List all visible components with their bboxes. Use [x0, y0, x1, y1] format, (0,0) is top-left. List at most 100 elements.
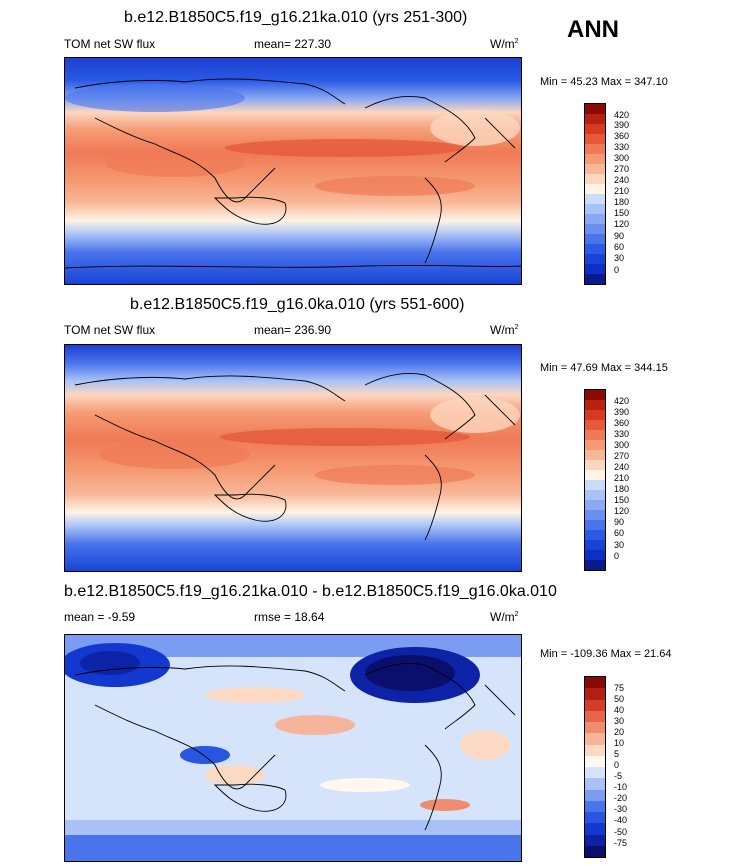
- panel-3-units: W/m2: [490, 610, 519, 624]
- panel-3-mean-label: mean = -9.59: [64, 610, 136, 624]
- colorbar-segment: [585, 733, 605, 745]
- colorbar-tick: 0: [614, 760, 620, 770]
- panel-3-colorbar: [584, 676, 606, 858]
- panel-1-map-graphic: [65, 58, 521, 284]
- colorbar-segment: [585, 550, 605, 560]
- colorbar-tick: 10: [614, 738, 625, 748]
- colorbar-tick: 5: [614, 749, 620, 759]
- colorbar-tick: 390: [614, 120, 630, 130]
- panel-1-title: b.e12.B1850C5.f19_g16.21ka.010 (yrs 251-…: [124, 9, 468, 26]
- colorbar-tick: 60: [614, 242, 625, 252]
- panel-1-mean-label: mean= 227.30: [254, 37, 332, 51]
- colorbar-segment: [585, 789, 605, 801]
- colorbar-tick: 180: [614, 484, 630, 494]
- colorbar-segment: [585, 710, 605, 722]
- colorbar-segment: [585, 174, 605, 184]
- colorbar-tick: -50: [614, 827, 628, 837]
- colorbar-tick: 300: [614, 153, 630, 163]
- colorbar-segment: [585, 823, 605, 835]
- colorbar-tick: 390: [614, 407, 630, 417]
- colorbar-tick: 150: [614, 495, 630, 505]
- panel-2-map: [64, 344, 522, 572]
- colorbar-tick: -40: [614, 815, 628, 825]
- colorbar-segment: [585, 755, 605, 767]
- panel-1-units: W/m2: [490, 37, 519, 51]
- colorbar-segment: [585, 124, 605, 134]
- colorbar-tick: 30: [614, 716, 625, 726]
- colorbar-tick: 330: [614, 142, 630, 152]
- colorbar-segment: [585, 530, 605, 540]
- colorbar-tick: -75: [614, 838, 628, 848]
- colorbar-tick: 90: [614, 231, 625, 241]
- panel-1-colorbar: [584, 103, 606, 285]
- colorbar-segment: [585, 677, 605, 689]
- colorbar-tick: 270: [614, 164, 630, 174]
- colorbar-tick: 20: [614, 727, 625, 737]
- colorbar-segment: [585, 234, 605, 244]
- colorbar-tick: 300: [614, 440, 630, 450]
- panel-1-minmax: Min = 45.23 Max = 347.10: [540, 76, 668, 88]
- colorbar-tick: 0: [614, 551, 620, 561]
- colorbar-segment: [585, 812, 605, 824]
- panel-3-title: b.e12.B1850C5.f19_g16.21ka.010 - b.e12.B…: [64, 583, 557, 600]
- colorbar-segment: [585, 244, 605, 254]
- colorbar-segment: [585, 722, 605, 734]
- panel-3-minmax: Min = -109.36 Max = 21.64: [540, 648, 672, 660]
- colorbar-tick: 330: [614, 429, 630, 439]
- colorbar-segment: [585, 480, 605, 490]
- colorbar-segment: [585, 410, 605, 420]
- colorbar-segment: [585, 214, 605, 224]
- panel-2-variable-label: TOM net SW flux: [64, 323, 156, 337]
- colorbar-segment: [585, 510, 605, 520]
- panel-2-coastlines: [74, 373, 516, 541]
- colorbar-tick: -10: [614, 782, 628, 792]
- colorbar-segment: [585, 114, 605, 124]
- colorbar-segment: [585, 194, 605, 204]
- colorbar-tick: 270: [614, 451, 630, 461]
- colorbar-segment: [585, 390, 605, 400]
- panel-2-map-graphic: [65, 345, 521, 571]
- colorbar-segment: [585, 845, 605, 857]
- colorbar-segment: [585, 154, 605, 164]
- colorbar-tick: 180: [614, 197, 630, 207]
- colorbar-tick: 210: [614, 473, 630, 483]
- colorbar-segment: [585, 744, 605, 756]
- colorbar-tick: 30: [614, 253, 625, 263]
- season-label: ANN: [567, 16, 619, 43]
- colorbar-segment: [585, 540, 605, 550]
- colorbar-tick: 120: [614, 219, 630, 229]
- colorbar-segment: [585, 134, 605, 144]
- panel-1-coastlines: [65, 78, 521, 269]
- colorbar-segment: [585, 520, 605, 530]
- colorbar-segment: [585, 104, 605, 114]
- colorbar-segment: [585, 274, 605, 284]
- panel-2-colorbar: [584, 389, 606, 571]
- panel-1-map: [64, 57, 522, 285]
- panel-3-rmse-label: rmse = 18.64: [254, 610, 325, 624]
- colorbar-segment: [585, 834, 605, 846]
- colorbar-tick: 360: [614, 131, 630, 141]
- panel-2-minmax: Min = 47.69 Max = 344.15: [540, 362, 668, 374]
- colorbar-segment: [585, 470, 605, 480]
- colorbar-segment: [585, 400, 605, 410]
- colorbar-tick: 120: [614, 506, 630, 516]
- colorbar-segment: [585, 560, 605, 570]
- colorbar-tick: 60: [614, 528, 625, 538]
- colorbar-segment: [585, 688, 605, 700]
- colorbar-tick: -20: [614, 793, 628, 803]
- colorbar-tick: 210: [614, 186, 630, 196]
- colorbar-segment: [585, 144, 605, 154]
- colorbar-segment: [585, 224, 605, 234]
- panel-2-mean-label: mean= 236.90: [254, 323, 332, 337]
- colorbar-segment: [585, 420, 605, 430]
- colorbar-segment: [585, 184, 605, 194]
- colorbar-segment: [585, 430, 605, 440]
- colorbar-tick: 240: [614, 462, 630, 472]
- colorbar-segment: [585, 264, 605, 274]
- colorbar-tick: 360: [614, 418, 630, 428]
- panel-3-map-graphic: [65, 635, 521, 861]
- colorbar-tick: 30: [614, 540, 625, 550]
- colorbar-segment: [585, 254, 605, 264]
- colorbar-segment: [585, 460, 605, 470]
- colorbar-segment: [585, 800, 605, 812]
